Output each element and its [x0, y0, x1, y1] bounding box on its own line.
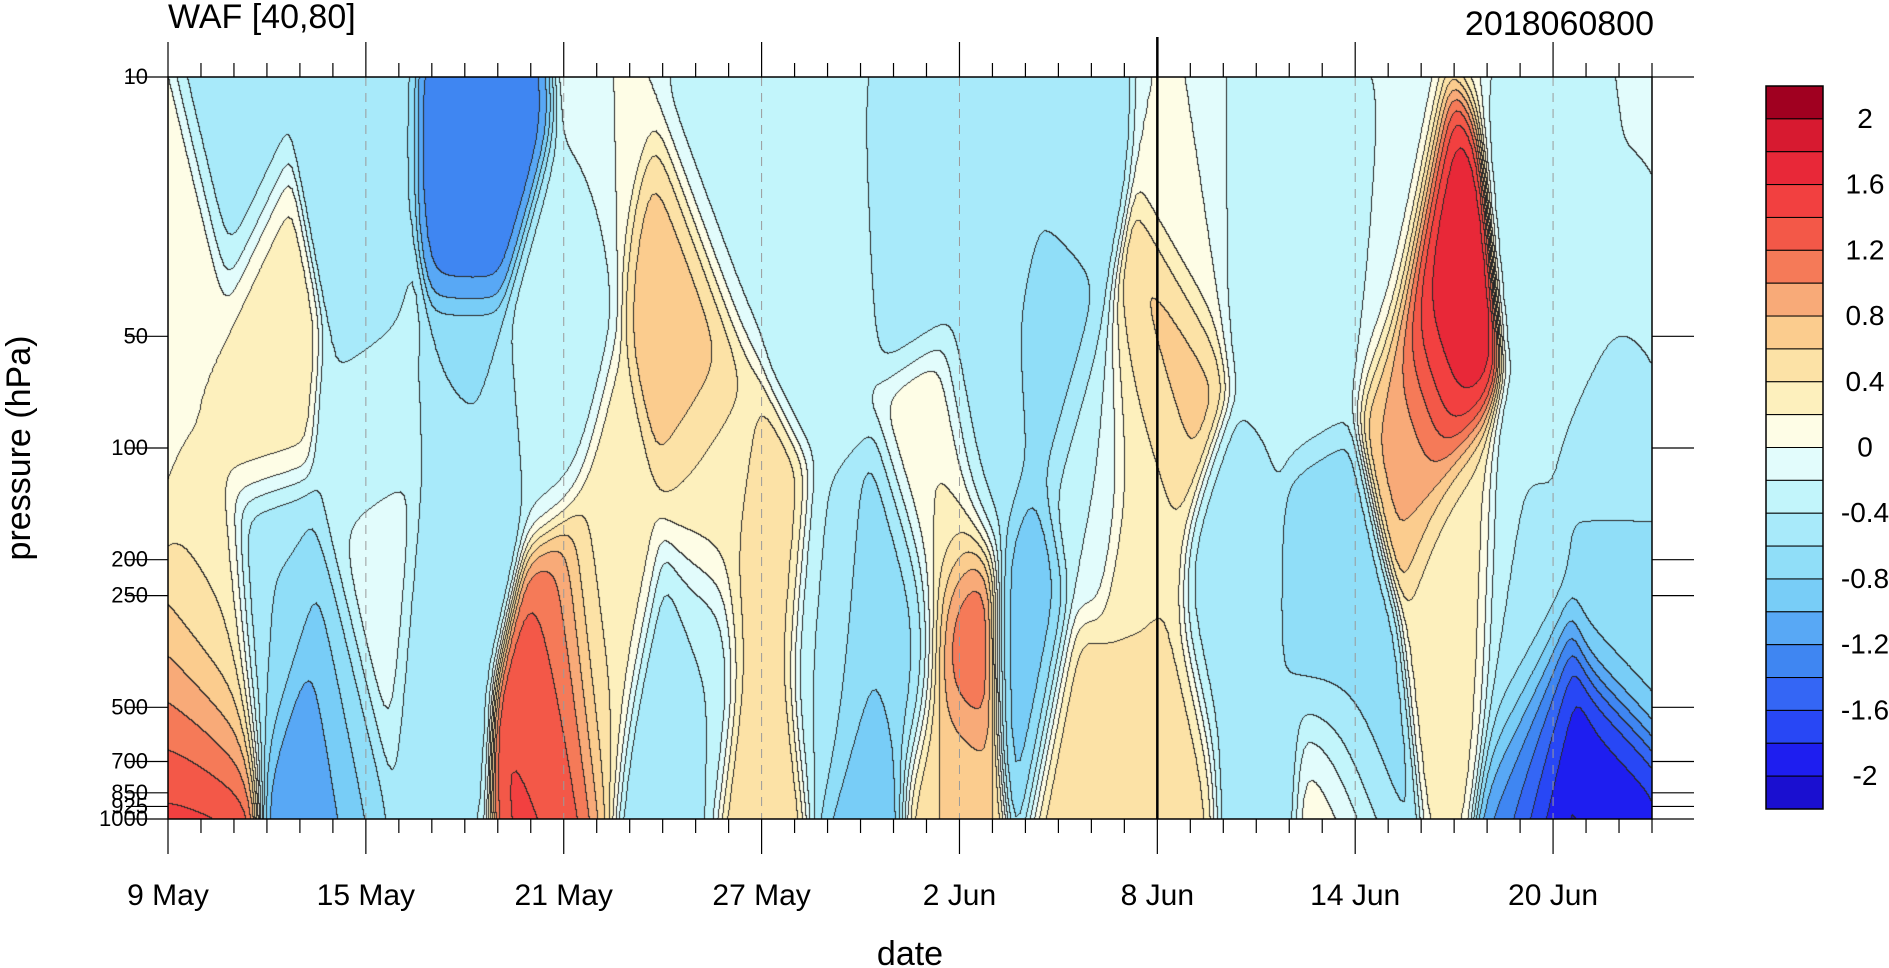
colorbar-swatch	[1765, 512, 1824, 547]
colorbar-label: -2	[1853, 760, 1878, 791]
colorbar-label: -0.4	[1841, 497, 1889, 528]
colorbar-label: -1.2	[1841, 629, 1889, 660]
colorbar-swatch	[1765, 611, 1824, 646]
y-tick-label: 50	[124, 323, 148, 348]
colorbar-frame	[1765, 85, 1824, 810]
y-tick-label: 850	[111, 780, 148, 805]
colorbar-swatch	[1765, 381, 1824, 416]
chart-title: WAF [40,80]	[168, 0, 356, 36]
contour-field	[168, 77, 1652, 819]
y-tick-label: 500	[111, 694, 148, 719]
colorbar-label: 0	[1857, 432, 1873, 463]
colorbar-swatch	[1765, 118, 1824, 153]
x-tick-label: 20 Jun	[1508, 879, 1598, 912]
colorbar-label: 2	[1857, 103, 1873, 134]
colorbar-swatch	[1765, 348, 1824, 383]
x-tick-label: 27 May	[712, 879, 810, 912]
x-tick-label: 21 May	[515, 879, 613, 912]
colorbar-swatch	[1765, 249, 1824, 284]
colorbar-label: -1.6	[1841, 694, 1889, 725]
y-tick-label: 700	[111, 749, 148, 774]
colorbar-swatch	[1765, 447, 1824, 481]
colorbar-swatch	[1765, 216, 1824, 251]
colorbar-swatch	[1765, 85, 1824, 120]
colorbar-swatch	[1765, 578, 1824, 613]
colorbar-label: -0.8	[1841, 563, 1889, 594]
colorbar-label: 0.8	[1846, 300, 1885, 331]
colorbar-swatch	[1765, 282, 1824, 317]
y-tick-label: 10	[124, 64, 148, 89]
x-tick-label: 14 Jun	[1310, 879, 1400, 912]
x-axis-label: date	[877, 935, 943, 968]
colorbar-swatch	[1765, 545, 1824, 580]
colorbar: 2 1.6 1.2 0.8 0.4 0 -0.4 -0.8 -1.2 -1.6 -2	[1765, 85, 1889, 810]
colorbar-swatch	[1765, 414, 1824, 448]
colorbar-label: 0.4	[1846, 366, 1885, 397]
colorbar-swatch	[1765, 709, 1824, 744]
x-tick-label: 8 Jun	[1121, 879, 1194, 912]
x-tick-label: 9 May	[127, 879, 209, 912]
colorbar-swatch	[1765, 677, 1824, 711]
y-tick-label: 925	[111, 793, 148, 818]
colorbar-swatch	[1765, 479, 1824, 514]
x-tick-label: 2 Jun	[923, 879, 996, 912]
colorbar-swatch	[1765, 184, 1824, 218]
x-axis-ticks: 9 May 15 May 21 May 27 May 2 Jun 8 Jun 14 Jun 2…	[127, 42, 1653, 912]
colorbar-swatch	[1765, 315, 1824, 350]
colorbar-label: 1.2	[1846, 234, 1885, 265]
y-tick-label: 1000	[99, 806, 148, 831]
colorbar-swatch	[1765, 742, 1824, 777]
chart-subtitle: 2018060800	[1465, 5, 1654, 43]
y-tick-label: 200	[111, 547, 148, 572]
colorbar-swatch	[1765, 151, 1824, 186]
x-tick-label: 15 May	[317, 879, 415, 912]
y-axis-label: pressure (hPa)	[0, 336, 38, 561]
colorbar-swatch	[1765, 644, 1824, 679]
y-tick-label: 250	[111, 583, 148, 608]
colorbar-swatch	[1765, 775, 1824, 810]
y-tick-label: 100	[111, 435, 148, 460]
colorbar-label: 1.6	[1846, 169, 1885, 200]
